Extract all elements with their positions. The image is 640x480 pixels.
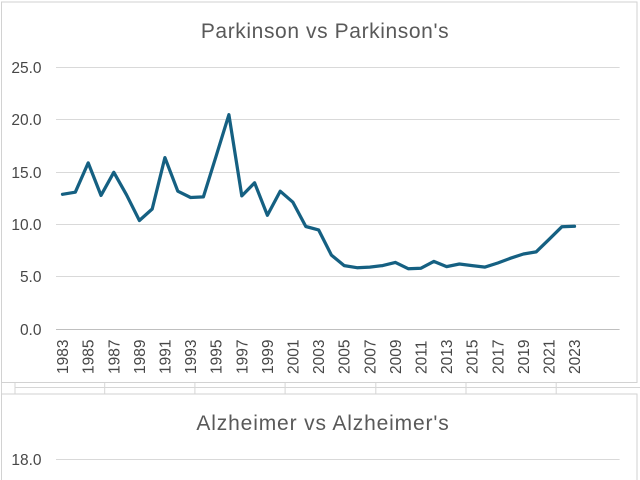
svg-text:2007: 2007 [362, 340, 379, 374]
svg-text:2017: 2017 [490, 340, 507, 374]
svg-text:10.0: 10.0 [11, 217, 42, 234]
svg-text:2003: 2003 [311, 340, 328, 374]
svg-text:2011: 2011 [413, 341, 430, 374]
svg-text:1991: 1991 [157, 340, 174, 374]
svg-text:0.0: 0.0 [20, 322, 42, 339]
svg-text:1995: 1995 [209, 340, 226, 374]
svg-text:5.0: 5.0 [20, 269, 42, 286]
svg-text:15.0: 15.0 [11, 165, 42, 182]
svg-text:2009: 2009 [388, 340, 405, 374]
svg-text:25.0: 25.0 [11, 60, 42, 77]
svg-text:Alzheimer vs Alzheimer's: Alzheimer vs Alzheimer's [196, 412, 449, 435]
svg-text:18.0: 18.0 [11, 452, 42, 469]
svg-text:2023: 2023 [567, 340, 584, 374]
svg-text:2013: 2013 [439, 340, 456, 374]
svg-text:1993: 1993 [183, 340, 200, 374]
svg-text:20.0: 20.0 [11, 112, 42, 129]
svg-text:1985: 1985 [81, 340, 98, 374]
svg-text:2001: 2001 [285, 340, 302, 374]
svg-text:Parkinson vs Parkinson's: Parkinson vs Parkinson's [201, 20, 449, 43]
svg-text:2021: 2021 [541, 340, 558, 374]
svg-text:1983: 1983 [55, 340, 72, 374]
svg-text:1989: 1989 [132, 340, 149, 374]
svg-text:1999: 1999 [260, 340, 277, 374]
svg-text:2015: 2015 [465, 340, 482, 374]
svg-text:2005: 2005 [337, 340, 354, 374]
svg-text:1987: 1987 [106, 340, 123, 374]
svg-text:1997: 1997 [234, 340, 251, 374]
svg-text:2019: 2019 [516, 340, 533, 374]
